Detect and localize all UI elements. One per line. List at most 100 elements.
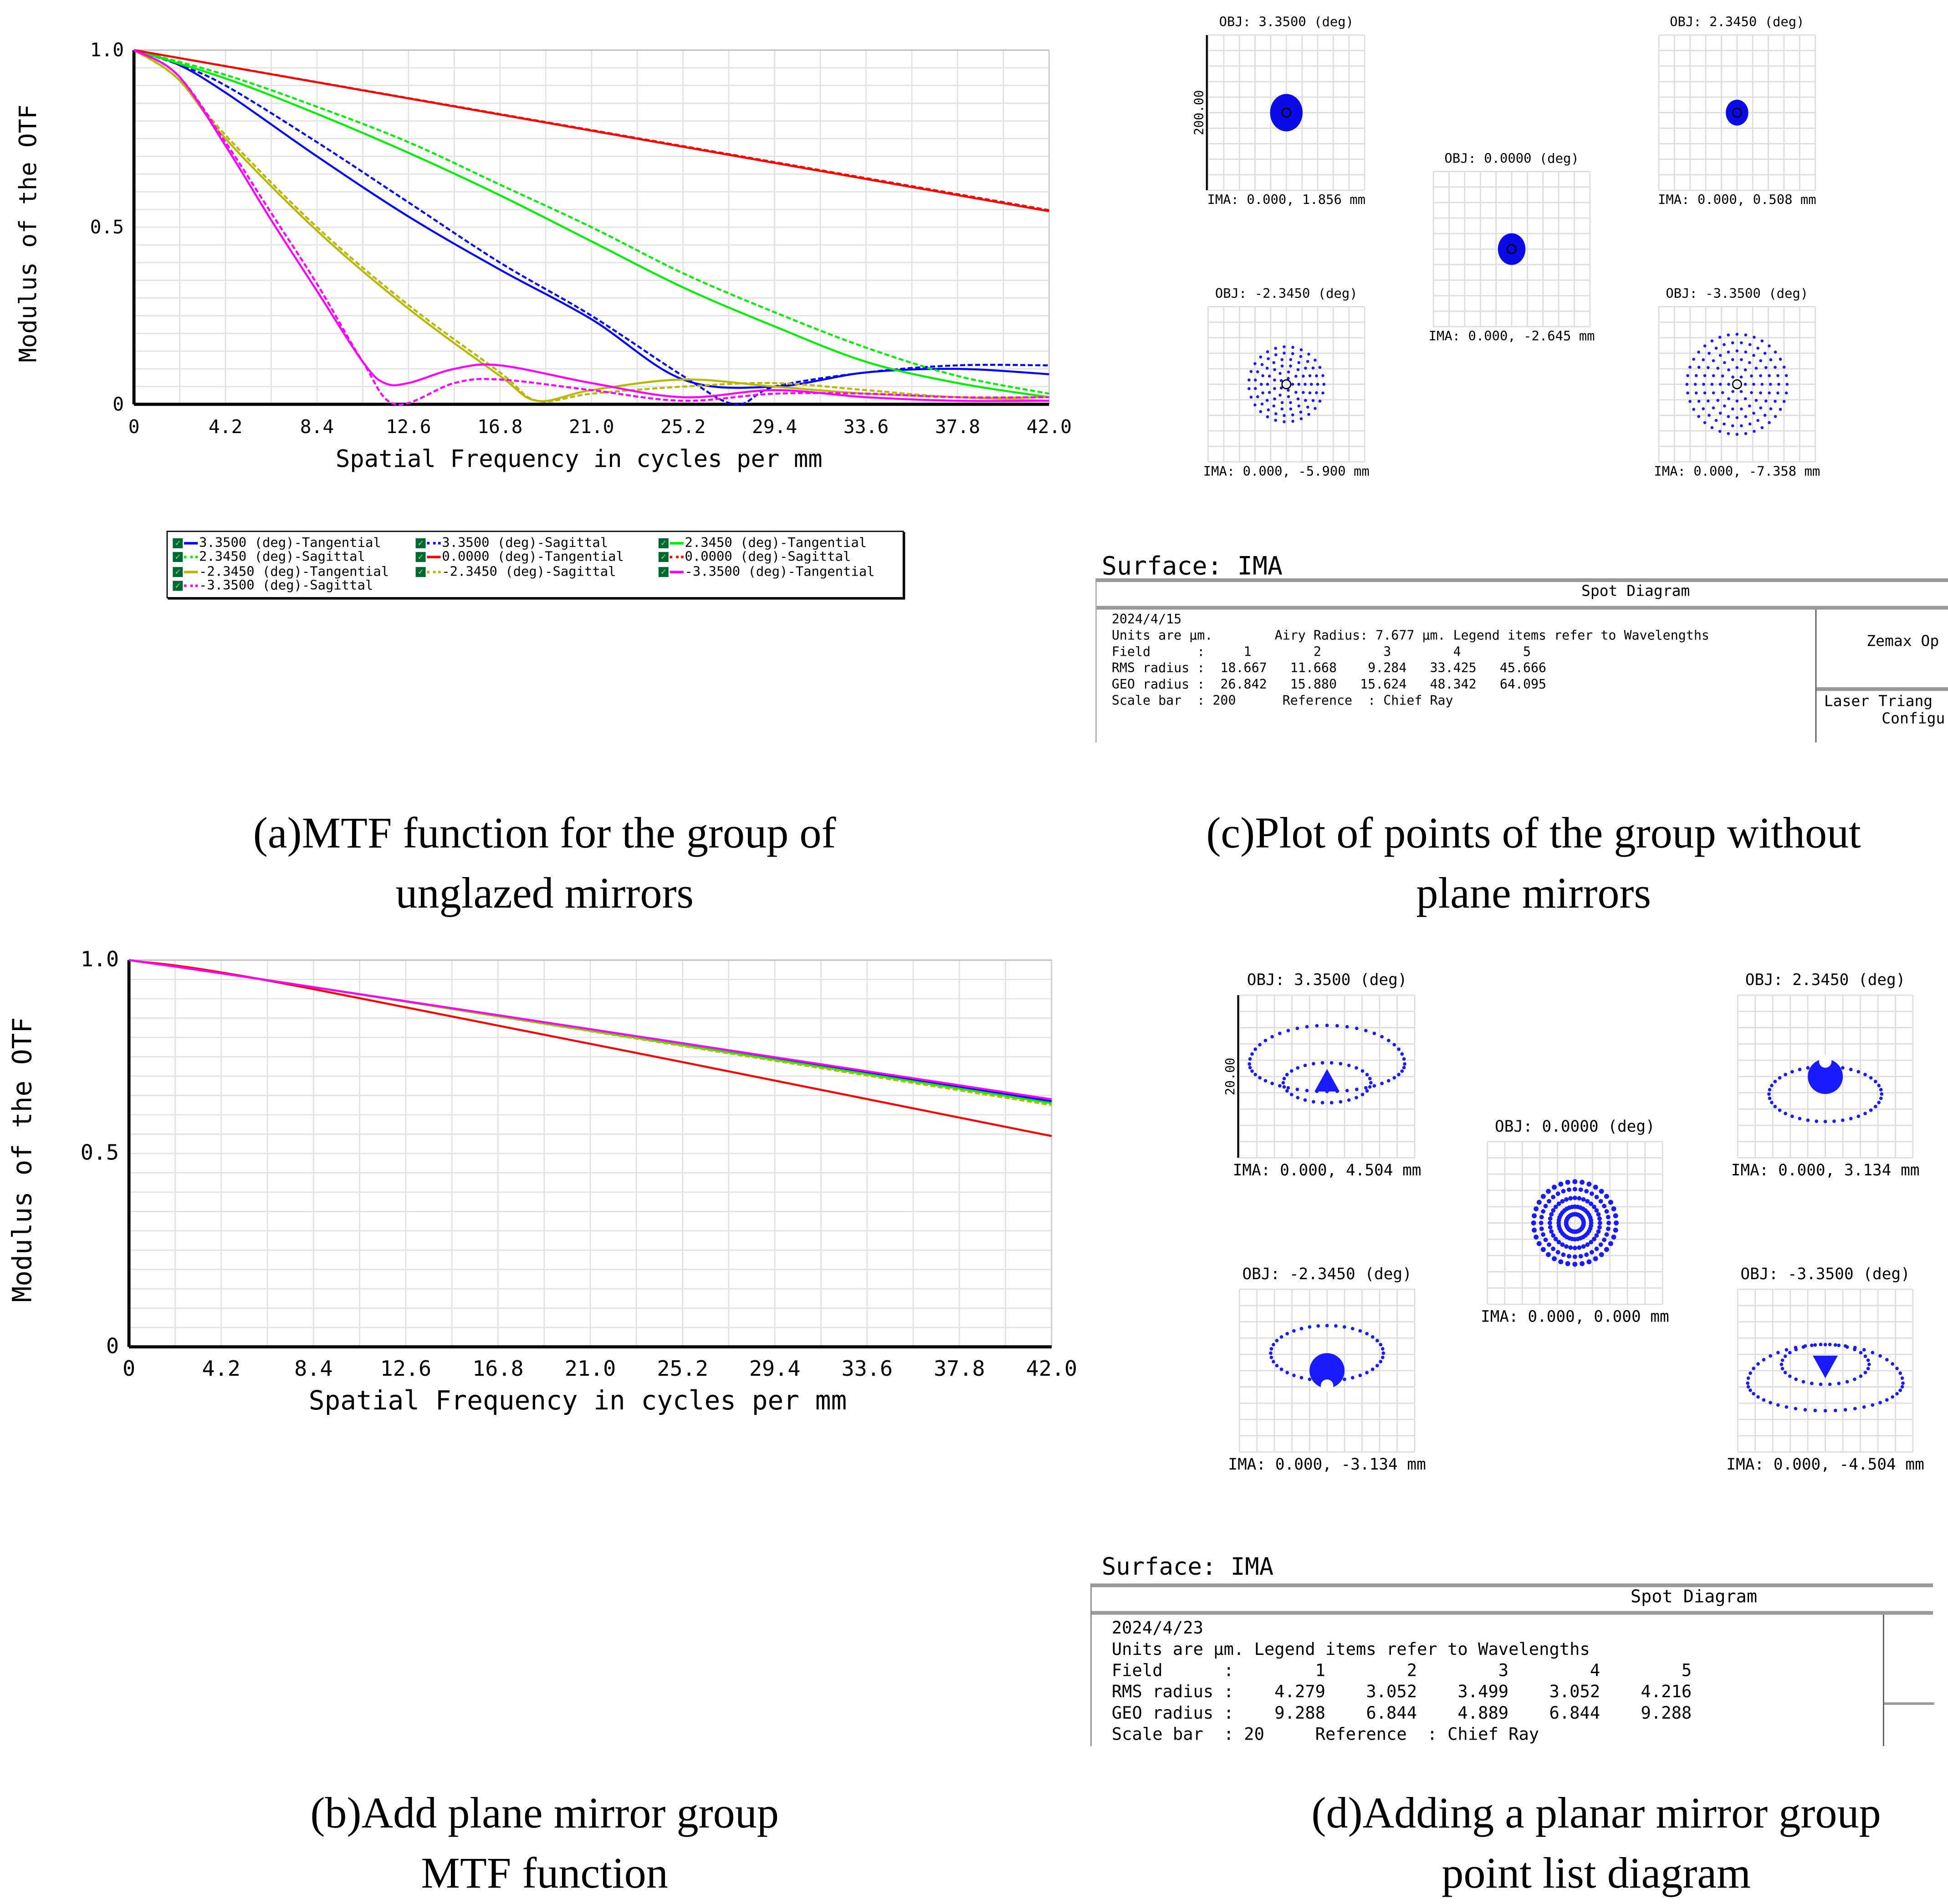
legend-item[interactable]: ✓ 2.3450 (deg)-Sagittal: [173, 550, 365, 565]
spot-ray: [1735, 433, 1739, 436]
checkbox-icon[interactable]: ✓: [415, 537, 426, 548]
checkbox-icon[interactable]: ✓: [415, 567, 426, 577]
checkbox-icon[interactable]: ✓: [658, 567, 669, 577]
x-tick-label: 0: [128, 416, 140, 438]
spot-ray: [1325, 1324, 1329, 1327]
spot-ray: [1536, 1241, 1542, 1246]
spot-ray: [1727, 432, 1730, 435]
spot-ray: [1692, 408, 1695, 411]
spot-ray: [1551, 1194, 1556, 1200]
table-text: 2024/4/15 Units are µm. Airy Radius: 7.67…: [1112, 612, 1709, 710]
spot-ray: [1285, 1371, 1289, 1374]
spot-ray: [1364, 1029, 1368, 1032]
spot-ray: [1304, 398, 1307, 402]
legend-label: 3.3500 (deg)-Tangential: [199, 535, 381, 551]
legend-swatch: [184, 585, 198, 587]
spot-panel: 200.00 OBJ: 3.3500 (deg) IMA: 0.000, 1.856…: [1183, 7, 1390, 218]
spot-ray: [1248, 387, 1251, 390]
spot-ray: [1558, 1181, 1564, 1187]
spot-ray: [1253, 1072, 1258, 1077]
spot-ray: [1292, 1373, 1296, 1378]
spot-ray: [1589, 1218, 1594, 1223]
spot-ray: [1783, 1354, 1787, 1358]
spot-ray: [1788, 1374, 1792, 1378]
spot-ray: [1806, 1118, 1810, 1122]
spot-ray: [1759, 406, 1762, 409]
spot-ray: [1707, 399, 1710, 403]
checkbox-icon[interactable]: ✓: [658, 552, 669, 562]
legend-item[interactable]: ✓ -2.3450 (deg)-Tangential: [173, 564, 389, 579]
spot-ray: [1258, 1043, 1262, 1046]
table-line: Units are µm. Airy Radius: 7.677 µm. Leg…: [1111, 628, 1709, 643]
legend-item[interactable]: ✓ 3.3500 (deg)-Tangential: [173, 535, 381, 551]
spot-ray: [1265, 398, 1269, 402]
surface-label-c: Surface: IMA: [1101, 551, 1283, 581]
spot-ray: [1345, 1088, 1349, 1092]
spot-ray: [1877, 1101, 1881, 1104]
spot-ray: [1355, 1087, 1359, 1092]
series-line: [133, 49, 1049, 398]
ima-label: IMA: 0.000, -2.645 mm: [1428, 329, 1595, 344]
spot-ray: [1280, 407, 1284, 411]
chief-ray-marker: [1281, 379, 1292, 389]
spot-ray: [1613, 1227, 1618, 1233]
obj-label: OBJ: 2.3450 (deg): [1670, 15, 1805, 30]
spot-ray: [1547, 1220, 1552, 1225]
spot-ray: [1274, 412, 1278, 415]
checkbox-icon[interactable]: ✓: [173, 537, 183, 548]
legend-item[interactable]: ✓ -2.3450 (deg)-Sagittal: [415, 564, 616, 579]
spot-ray: [1274, 347, 1277, 350]
spot-ray: [1565, 1179, 1570, 1185]
spot-panel: OBJ: -3.3500 (deg) IMA: 0.000, -4.504 mm: [1713, 1262, 1938, 1480]
legend-swatch: [670, 541, 684, 544]
spot-ray: [1774, 366, 1777, 369]
spot-ray: [1769, 407, 1773, 411]
spot-ray: [1900, 1385, 1904, 1389]
spot-ray: [1721, 374, 1724, 378]
spot-ray: [1849, 1117, 1853, 1121]
spot-ray: [1283, 345, 1286, 348]
spot-ray: [1289, 358, 1293, 362]
spot-ray: [1299, 355, 1303, 358]
spot-ray: [1739, 375, 1743, 379]
spot-ray: [1782, 400, 1786, 403]
checkbox-icon[interactable]: ✓: [173, 552, 183, 562]
spot-ray: [1784, 1348, 1789, 1352]
spot-ray: [1392, 1076, 1396, 1080]
spot-ray: [1895, 1367, 1899, 1370]
checkbox-icon[interactable]: ✓: [173, 567, 183, 577]
legend-item[interactable]: ✓ -3.3500 (deg)-Sagittal: [173, 579, 373, 594]
spot-ray: [1269, 1351, 1273, 1355]
chief-ray-marker: [1507, 244, 1517, 254]
spot-ray: [1594, 1208, 1599, 1213]
checkbox-icon[interactable]: ✓: [173, 581, 183, 592]
checkbox-icon[interactable]: ✓: [415, 552, 426, 562]
legend-item[interactable]: ✓ 0.0000 (deg)-Sagittal: [658, 550, 851, 565]
legend-item[interactable]: ✓ -3.3500 (deg)-Tangential: [658, 564, 875, 579]
spot-ray: [1307, 413, 1310, 416]
spot-ray: [1365, 1089, 1369, 1093]
spot-ray: [1776, 1403, 1780, 1407]
spot-ray: [1572, 1179, 1578, 1184]
spot-ray: [1250, 1069, 1254, 1073]
checkbox-icon[interactable]: ✓: [658, 537, 669, 548]
legend-item[interactable]: ✓ 0.0000 (deg)-Tangential: [415, 550, 624, 565]
legend-item[interactable]: ✓ 2.3450 (deg)-Tangential: [658, 535, 867, 550]
chief-ray-marker: [1281, 107, 1292, 118]
spot-ray: [1718, 412, 1722, 415]
spot-panel: OBJ: 0.0000 (deg) IMA: 0.000, -2.645 mm: [1408, 144, 1615, 354]
spot-ray: [1891, 1362, 1895, 1366]
spot-ray: [1697, 366, 1701, 369]
spot-ray: [1762, 1398, 1766, 1402]
x-tick-label: 4.2: [202, 1357, 240, 1381]
spot-ray: [1735, 366, 1739, 369]
spot-ray: [1828, 1342, 1832, 1347]
spot-ray: [1365, 1371, 1369, 1374]
spot-ray: [1299, 1327, 1304, 1331]
spot-ray: [1261, 391, 1264, 394]
spot-ray: [1355, 1096, 1358, 1100]
spot-ray: [1703, 421, 1707, 424]
legend-item[interactable]: ✓ 3.3500 (deg)-Sagittal: [415, 535, 608, 550]
spot-ray: [1712, 391, 1715, 394]
spot-blob: [1498, 233, 1526, 265]
